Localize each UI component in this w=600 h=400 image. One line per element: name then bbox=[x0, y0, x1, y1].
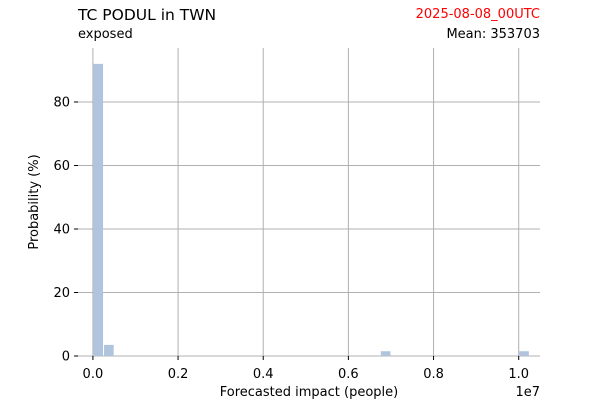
x-tick-label: 0.8 bbox=[423, 367, 444, 382]
x-tick-label: 0.4 bbox=[253, 367, 274, 382]
x-tick-label: 0.6 bbox=[338, 367, 359, 382]
chart-subtitle: exposed bbox=[78, 27, 133, 42]
y-axis-label: Probability (%) bbox=[27, 154, 42, 249]
y-tick-label: 20 bbox=[53, 286, 70, 301]
chart-header: TC PODUL in TWN exposed 2025-08-08_00UTC… bbox=[0, 0, 600, 48]
y-tick-label: 0 bbox=[62, 350, 70, 365]
forecast-date: 2025-08-08_00UTC bbox=[415, 7, 540, 22]
histogram-bar bbox=[93, 63, 104, 357]
x-tick-label: 0.2 bbox=[168, 367, 189, 382]
x-axis-label: Forecasted impact (people) bbox=[220, 385, 398, 400]
mean-value: Mean: 353703 bbox=[446, 27, 540, 42]
histogram-bar bbox=[380, 351, 391, 356]
y-tick-label: 40 bbox=[53, 222, 70, 237]
y-tick-label: 60 bbox=[53, 159, 70, 174]
histogram-bar bbox=[519, 351, 529, 356]
chart-title: TC PODUL in TWN bbox=[78, 6, 217, 24]
histogram-bar bbox=[104, 344, 114, 356]
x-tick-label: 0.0 bbox=[83, 367, 104, 382]
x-tick-label: 1.0 bbox=[508, 367, 529, 382]
x-scale-label: 1e7 bbox=[515, 385, 540, 400]
y-tick-label: 80 bbox=[53, 95, 70, 110]
